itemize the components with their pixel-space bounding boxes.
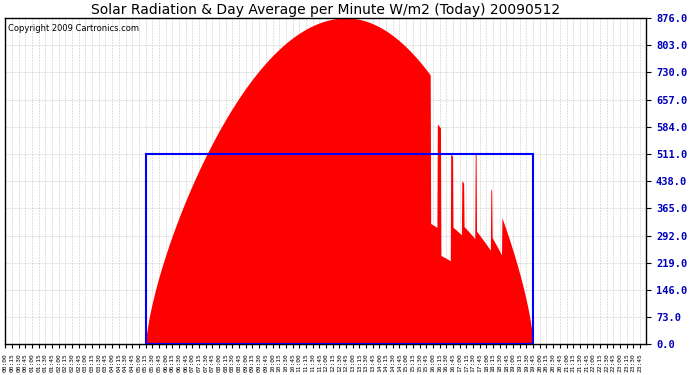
Bar xyxy=(146,154,533,345)
Text: Copyright 2009 Cartronics.com: Copyright 2009 Cartronics.com xyxy=(8,24,139,33)
Title: Solar Radiation & Day Average per Minute W/m2 (Today) 20090512: Solar Radiation & Day Average per Minute… xyxy=(91,3,560,17)
